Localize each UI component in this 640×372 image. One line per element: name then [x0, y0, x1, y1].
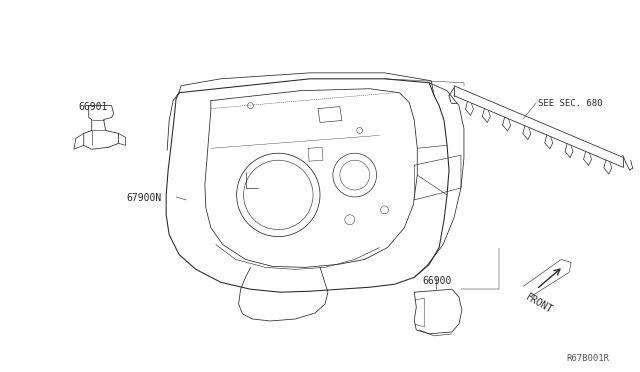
- Text: 67900N: 67900N: [127, 193, 162, 203]
- Text: R67B001R: R67B001R: [566, 354, 609, 363]
- Text: 66900: 66900: [422, 276, 452, 286]
- Text: SEE SEC. 680: SEE SEC. 680: [538, 99, 603, 108]
- Text: FRONT: FRONT: [524, 292, 554, 315]
- Text: 66901: 66901: [79, 102, 108, 112]
